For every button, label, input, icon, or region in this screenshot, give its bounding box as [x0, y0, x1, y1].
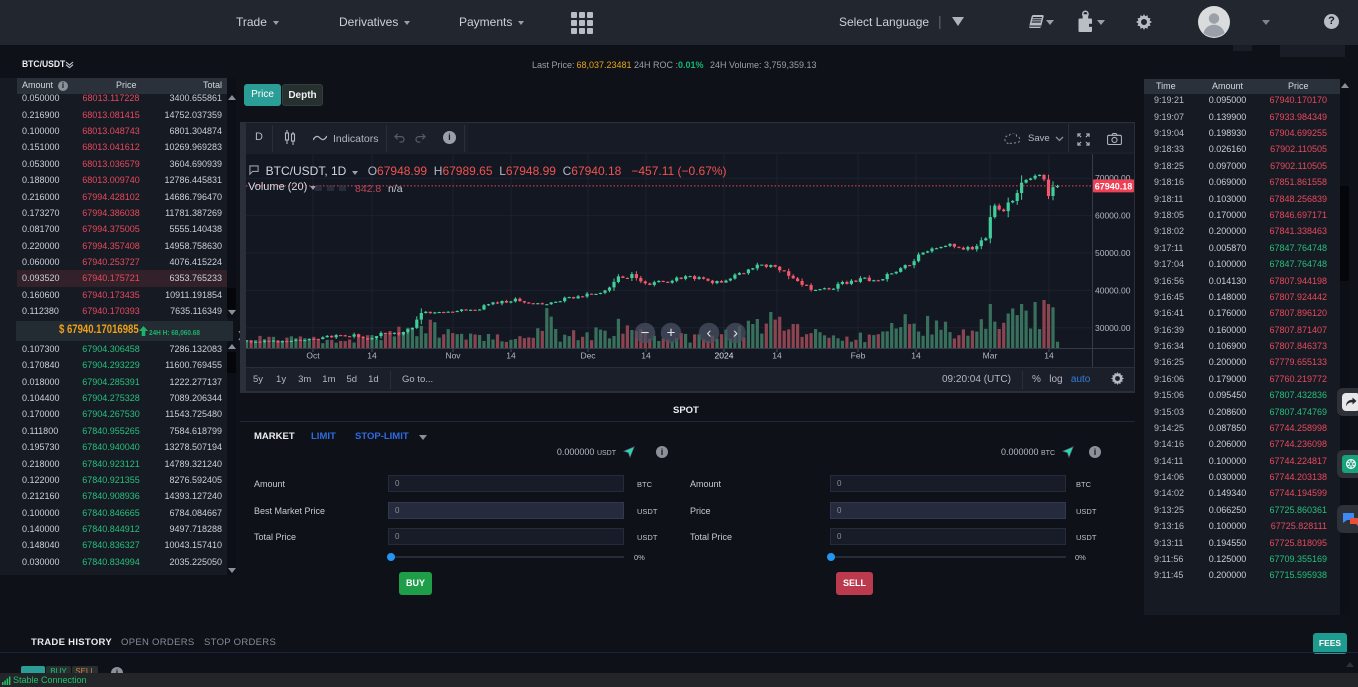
svg-text:40000.00: 40000.00 — [1095, 285, 1131, 295]
svg-text:Mar: Mar — [983, 351, 998, 361]
svg-text:67940.18: 67940.18 — [1095, 182, 1133, 192]
svg-text:‹: ‹ — [707, 325, 712, 342]
svg-text:14: 14 — [641, 351, 651, 361]
svg-text:70000.00: 70000.00 — [1095, 173, 1131, 183]
svg-text:−: − — [641, 325, 650, 342]
svg-text:›: › — [733, 325, 738, 342]
svg-text:Nov: Nov — [445, 351, 461, 361]
svg-text:14: 14 — [367, 351, 377, 361]
svg-text:60000.00: 60000.00 — [1095, 211, 1131, 221]
svg-text:30000.00: 30000.00 — [1095, 323, 1131, 333]
svg-text:14: 14 — [1044, 351, 1054, 361]
svg-text:50000.00: 50000.00 — [1095, 248, 1131, 258]
svg-text:14: 14 — [911, 351, 921, 361]
svg-text:Oct: Oct — [306, 351, 320, 361]
svg-text:14: 14 — [506, 351, 516, 361]
svg-text:+: + — [667, 325, 676, 342]
svg-text:2024: 2024 — [715, 351, 734, 361]
svg-text:Dec: Dec — [580, 351, 596, 361]
svg-text:14: 14 — [772, 351, 782, 361]
svg-text:Feb: Feb — [851, 351, 866, 361]
